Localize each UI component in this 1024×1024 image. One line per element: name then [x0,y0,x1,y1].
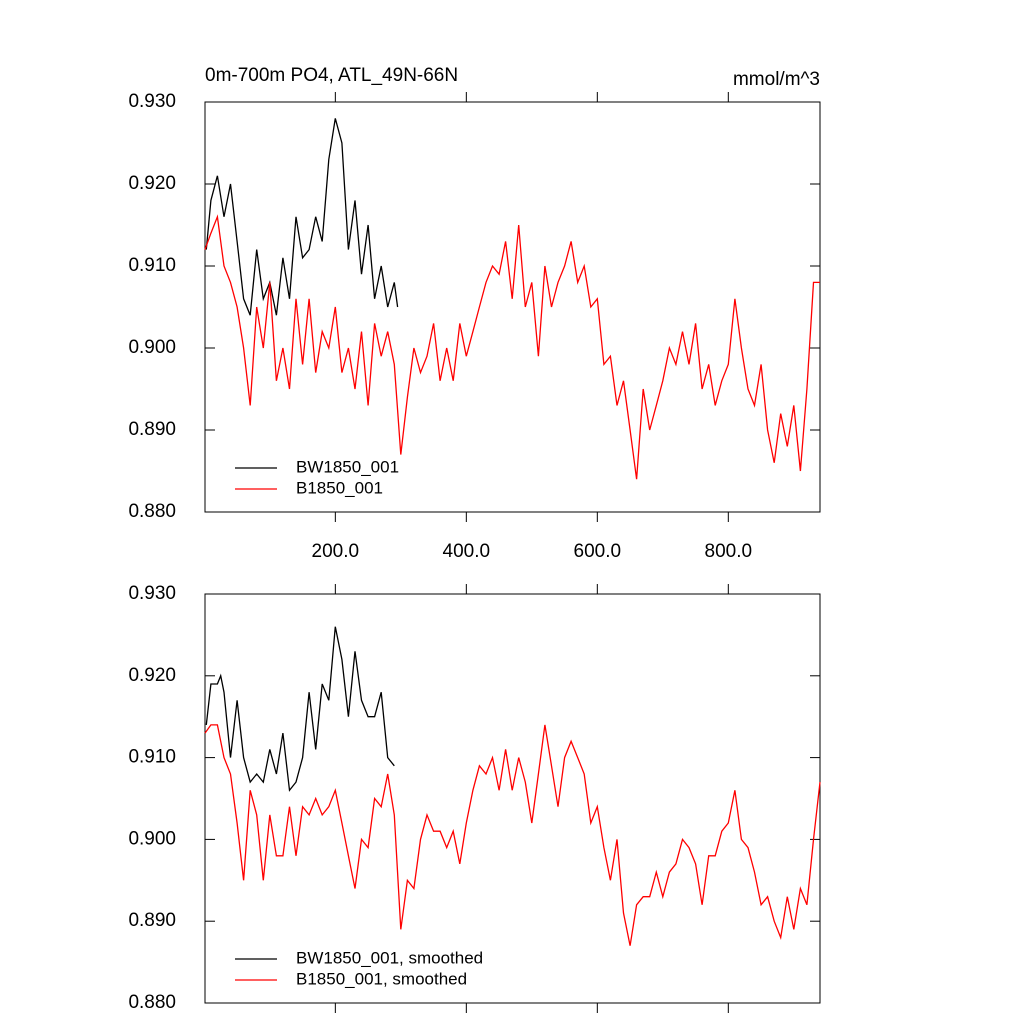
x-tick-label: 400.0 [443,541,491,562]
legend-label: BW1850_001, smoothed [296,948,483,967]
data-line [204,214,820,480]
chart-title: 0m-700m PO4, ATL_49N-66N [205,65,458,86]
y-tick-label: 0.930 [128,91,176,112]
y-tick-label: 0.880 [128,992,176,1013]
x-tick-label: 800.0 [705,541,753,562]
y-tick-label: 0.890 [128,910,176,931]
x-tick-label: 600.0 [574,541,622,562]
data-line [205,626,395,792]
plot-frame [204,101,821,513]
y-tick-label: 0.890 [128,419,176,440]
y-tick-label: 0.880 [128,501,176,522]
y-tick-label: 0.920 [128,173,176,194]
y-tick-label: 0.910 [128,747,176,768]
y-tick-label: 0.900 [128,337,176,358]
y-tick-label: 0.930 [128,583,176,604]
y-tick-label: 0.920 [128,665,176,686]
legend-label: B1850_001 [296,478,383,497]
plot-frame [204,593,821,1004]
data-line [205,118,399,316]
units-label: mmol/m^3 [733,69,820,90]
legend-label: BW1850_001 [296,457,399,476]
y-tick-label: 0.910 [128,255,176,276]
y-tick-label: 0.900 [128,828,176,849]
data-line [204,724,821,946]
x-tick-label: 200.0 [312,541,360,562]
legend-label: B1850_001, smoothed [296,969,467,988]
